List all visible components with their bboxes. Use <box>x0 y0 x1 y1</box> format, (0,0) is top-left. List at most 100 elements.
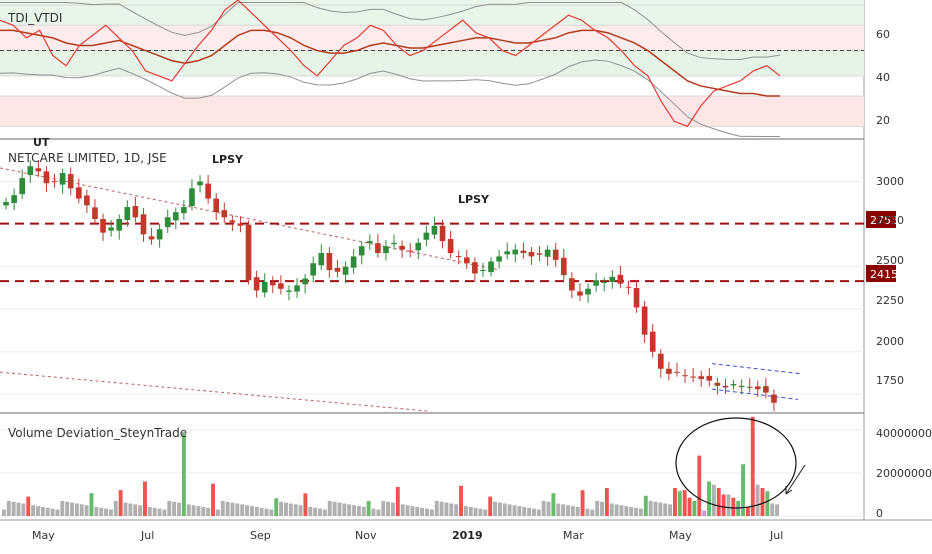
volume-bar <box>31 505 36 516</box>
candle-body <box>399 245 405 250</box>
level-tag-high: 2753 <box>866 211 898 228</box>
top-label: UT <box>33 136 50 149</box>
volume-bar <box>561 504 566 516</box>
candle-body <box>51 181 58 183</box>
volume-bar <box>162 509 167 516</box>
volume-bar <box>254 506 259 516</box>
volume-bar <box>303 493 308 516</box>
rsi-zone-mid <box>0 50 864 76</box>
candle-body <box>75 187 82 199</box>
volume-bar <box>541 500 546 516</box>
candle-body <box>334 268 341 272</box>
volume-bar <box>84 505 89 516</box>
volume-bar <box>391 502 395 516</box>
volume-bar <box>760 487 765 516</box>
volume-bar <box>638 508 643 516</box>
volume-bar <box>619 505 624 516</box>
volume-bar <box>750 416 755 516</box>
volume-bar <box>682 490 687 516</box>
candle-body <box>585 288 591 295</box>
candle-body <box>488 261 494 273</box>
x-label-may2: May <box>669 529 692 542</box>
candle-body <box>391 242 397 245</box>
candle-body <box>19 178 26 195</box>
candle-body <box>189 188 195 207</box>
volume-bar <box>99 507 104 516</box>
volume-bar <box>439 501 444 516</box>
lpsy-label-2: LPSY <box>458 193 490 206</box>
volume-bar <box>70 502 74 516</box>
volume-bar <box>420 507 425 516</box>
volume-bar <box>668 504 673 516</box>
volume-bar <box>352 505 356 516</box>
volume-bar <box>483 509 488 516</box>
candle-body <box>35 168 42 172</box>
volume-bar <box>478 508 483 516</box>
candle-body <box>504 251 511 255</box>
volume-bar <box>600 501 604 516</box>
x-label-nov: Nov <box>355 529 377 542</box>
volume-bar <box>692 500 697 516</box>
candle-body <box>714 382 721 386</box>
candle-body <box>560 257 567 276</box>
volume-bar <box>434 500 439 516</box>
candle-body <box>116 218 123 231</box>
volume-bar <box>629 506 634 516</box>
price-title: NETCARE LIMITED, 1D, JSE <box>8 151 167 165</box>
price-tick-2750: 2750 <box>876 214 904 227</box>
volume-bar <box>6 500 11 516</box>
volume-bar <box>580 490 585 516</box>
candle-body <box>593 280 599 286</box>
volume-bar <box>186 504 191 516</box>
candle-body <box>11 195 17 203</box>
candle-body <box>617 274 624 284</box>
volume-bar <box>415 506 420 516</box>
rsi-title: TDI_VTDI <box>7 11 62 25</box>
volume-bar <box>643 495 648 516</box>
candle-body <box>746 386 753 388</box>
volume-bar <box>702 510 707 516</box>
candle-body <box>59 173 66 185</box>
candle-body <box>269 281 276 286</box>
vol-tick-40m: 40000000 <box>876 427 932 440</box>
candle-body <box>27 166 34 176</box>
volume-bar <box>74 503 79 516</box>
volume-bar <box>322 509 327 516</box>
candle-body <box>318 253 325 266</box>
volume-bar <box>532 508 536 516</box>
volume-bar <box>288 503 293 516</box>
x-label-jul2: Jul <box>769 529 783 542</box>
candle-body <box>480 270 486 272</box>
candle-body <box>674 371 680 373</box>
x-label-sep: Sep <box>250 529 271 542</box>
volume-bar <box>347 504 352 516</box>
volume-bar <box>546 501 551 516</box>
volume-bar <box>376 509 381 516</box>
candle-body <box>447 239 454 254</box>
candle-body <box>124 207 131 221</box>
rsi-upper-band <box>0 2 781 61</box>
volume-bar <box>60 500 65 516</box>
candle-body <box>415 242 422 251</box>
candle-body <box>294 285 300 292</box>
volume-bar <box>89 493 94 516</box>
volume-bar <box>181 434 186 516</box>
volume-bar <box>342 503 347 516</box>
volume-bar <box>512 505 517 516</box>
volume-bar <box>308 506 313 516</box>
volume-bar <box>575 506 580 516</box>
candle-body <box>84 195 90 206</box>
volume-bar <box>128 503 133 516</box>
volume-bar <box>634 507 639 516</box>
volume-bar <box>104 508 109 516</box>
candle-body <box>172 212 179 221</box>
volume-bar <box>410 506 415 516</box>
candle-body <box>463 257 470 264</box>
price-tick-3000: 3000 <box>876 175 904 188</box>
volume-bar <box>536 509 541 516</box>
volume-bar <box>711 484 716 516</box>
rsi-tick-60: 60 <box>876 28 890 41</box>
candle-body <box>148 236 155 240</box>
volume-bar <box>94 506 99 516</box>
